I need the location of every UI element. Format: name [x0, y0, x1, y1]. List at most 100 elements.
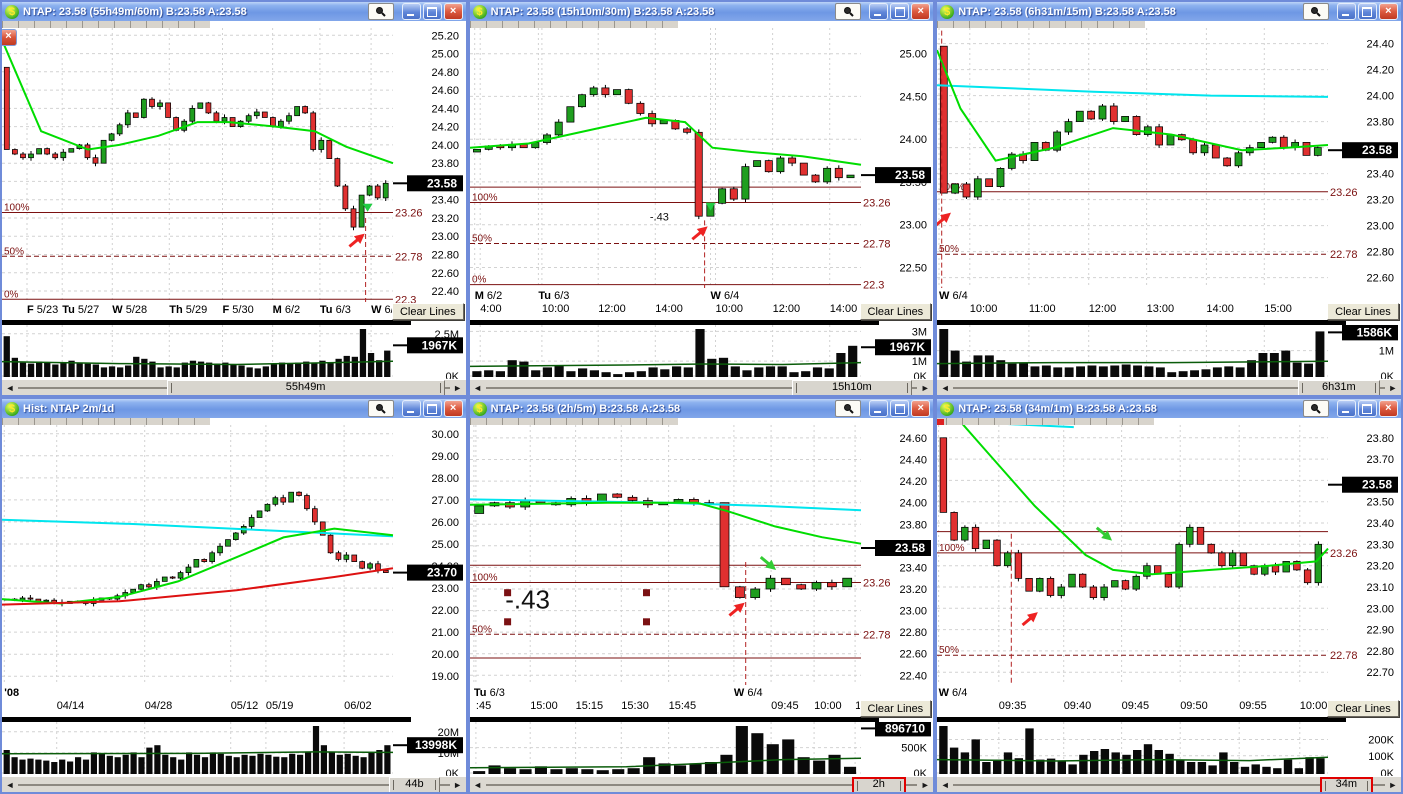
volume-pane[interactable]: 20M 10M 0K 13998K [1, 722, 466, 780]
scrollbar-thumb[interactable]: 2h [851, 777, 906, 792]
magnifier-button[interactable] [367, 3, 394, 20]
svg-text:23.20: 23.20 [1367, 561, 1395, 573]
chart-window-3: $ NTAP: 23.58 (6h31m/15m) B:23.58 A:23.5… [935, 0, 1403, 397]
svg-text:22.3: 22.3 [863, 280, 884, 292]
scroll-right-arrow-icon[interactable]: ► [449, 777, 466, 792]
scroll-right-arrow-icon[interactable]: ► [449, 380, 466, 395]
magnifier-button[interactable] [835, 3, 862, 20]
window-titlebar[interactable]: $ NTAP: 23.58 (15h10m/30m) B:23.58 A:23.… [469, 2, 934, 21]
scrollbar-thumb[interactable]: 44b [388, 777, 441, 792]
window-titlebar[interactable]: $ NTAP: 23.58 (34m/1m) B:23.58 A:23.58 × [937, 399, 1401, 418]
clear-lines-button[interactable]: Clear Lines [1327, 700, 1399, 717]
window-titlebar[interactable]: $ NTAP: 23.58 (2h/5m) B:23.58 A:23.58 × [469, 399, 934, 418]
window-title: Hist: NTAP 2m/1d [23, 402, 115, 415]
price-chart-area[interactable]: 100% 23.26 50% 22.78 0% 22.3 -.43 25.00 24.50 24.… [469, 28, 934, 320]
price-chart-area[interactable]: 100% 23.26 50% 22.78 0% 22.3 25.20 25.00 24.80 24… [1, 28, 466, 320]
time-scrollbar[interactable]: ◄ ► 34m [937, 776, 1401, 792]
window-titlebar[interactable]: $ NTAP: 23.58 (6h31m/15m) B:23.58 A:23.5… [937, 2, 1401, 21]
svg-text:-.43: -.43 [649, 211, 668, 223]
window-titlebar[interactable]: $ NTAP: 23.58 (55h49m/60m) B:23.58 A:23.… [2, 2, 466, 21]
volume-pane[interactable]: 2.5M 0K 1967K [1, 325, 466, 383]
close-button[interactable]: × [443, 3, 463, 20]
scroll-left-arrow-icon[interactable]: ◄ [469, 777, 486, 792]
scrollbar-thumb[interactable]: 15h10m [791, 380, 913, 395]
price-chart-svg[interactable]: 100% 23.26 50% 22.78 -.43 24.60 24.40 24.20 24.0… [469, 425, 933, 717]
scroll-left-arrow-icon[interactable]: ◄ [469, 380, 486, 395]
volume-pane[interactable]: 200K 100K 0K [937, 722, 1401, 780]
maximize-button[interactable] [890, 3, 910, 20]
volume-pane[interactable]: 1M 0K 1586K [937, 324, 1401, 383]
floating-close-button[interactable]: × [1, 29, 17, 46]
scrollbar-thumb[interactable]: 6h31m [1297, 380, 1380, 395]
price-chart-svg[interactable]: 100%23.2650%22.7823.8023.7023.6023.5023.… [937, 425, 1400, 717]
scrollbar-track[interactable] [953, 784, 1385, 786]
minimize-button[interactable] [869, 400, 889, 417]
magnifier-button[interactable] [1302, 3, 1329, 20]
time-scrollbar[interactable]: ◄ ► 55h49m [2, 379, 466, 395]
maximize-button[interactable] [890, 400, 910, 417]
svg-text:23.58: 23.58 [895, 168, 925, 182]
scroll-right-arrow-icon[interactable]: ► [1384, 777, 1401, 792]
magnifier-button[interactable] [367, 400, 394, 417]
scrollbar-track[interactable] [953, 387, 1385, 389]
maximize-button[interactable] [422, 400, 442, 417]
minimize-button[interactable] [401, 3, 421, 20]
volume-chart-svg[interactable]: 1M 0K 1586K [937, 324, 1400, 383]
scrollbar-track[interactable] [18, 784, 450, 786]
price-chart-svg[interactable]: 100%23.2650%22.7824.4024.2024.0023.8023.… [937, 28, 1400, 320]
maximize-button[interactable] [1357, 400, 1377, 417]
clear-lines-button[interactable]: Clear Lines [1327, 303, 1399, 320]
scrollbar-thumb[interactable]: 34m [1319, 777, 1374, 792]
scroll-right-arrow-icon[interactable]: ► [917, 380, 934, 395]
scroll-right-arrow-icon[interactable]: ► [917, 777, 934, 792]
price-chart-area[interactable]: 100%23.2650%22.7823.8023.7023.6023.5023.… [937, 425, 1401, 717]
time-scrollbar[interactable]: ◄ ► 2h [469, 776, 934, 792]
maximize-button[interactable] [1357, 3, 1377, 20]
time-scrollbar[interactable]: ◄ ► 44b [2, 776, 466, 792]
minimize-button[interactable] [869, 3, 889, 20]
volume-chart-svg[interactable]: 3M 1M 0K 1967K [469, 325, 933, 383]
maximize-icon [894, 6, 905, 17]
volume-pane[interactable]: 3M 1M 0K 1967K [469, 325, 934, 383]
minimize-icon [406, 411, 414, 413]
minimize-button[interactable] [1336, 400, 1356, 417]
time-scrollbar[interactable]: ◄ ► 15h10m [469, 379, 934, 395]
close-button[interactable]: × [1378, 3, 1398, 20]
time-scrollbar[interactable]: ◄ ► 6h31m [937, 379, 1401, 395]
scroll-left-arrow-icon[interactable]: ◄ [937, 777, 954, 792]
price-chart-svg[interactable]: 100% 23.26 50% 22.78 0% 22.3 -.43 25.00 24.50 24.… [469, 28, 933, 320]
magnifier-button[interactable] [1302, 400, 1329, 417]
close-button[interactable]: × [443, 400, 463, 417]
scrollbar-track[interactable] [485, 387, 918, 389]
window-titlebar[interactable]: $ Hist: NTAP 2m/1d × [2, 399, 466, 418]
minimize-button[interactable] [401, 400, 421, 417]
svg-text:23.58: 23.58 [895, 541, 925, 555]
maximize-button[interactable] [422, 3, 442, 20]
clear-lines-button[interactable]: Clear Lines [391, 303, 464, 320]
price-chart-area[interactable]: 100%23.2650%22.7824.4024.2024.0023.8023.… [937, 28, 1401, 320]
price-chart-svg[interactable]: 30.0029.0028.0027.0026.0025.0024.0023.00… [2, 425, 465, 717]
svg-text:10:00: 10:00 [814, 700, 842, 712]
close-button[interactable]: × [911, 3, 931, 20]
volume-chart-svg[interactable]: 200K 100K 0K [937, 722, 1400, 780]
volume-chart-svg[interactable]: 500K 0K 896710 [469, 720, 933, 780]
scroll-right-arrow-icon[interactable]: ► [1384, 380, 1401, 395]
magnifier-button[interactable] [835, 400, 862, 417]
close-button[interactable]: × [911, 400, 931, 417]
price-chart-area[interactable]: 100% 23.26 50% 22.78 -.43 24.60 24.40 24.20 24.0… [469, 425, 934, 717]
clear-lines-button[interactable]: Clear Lines [859, 700, 932, 717]
volume-pane[interactable]: 500K 0K 896710 [469, 720, 934, 780]
scrollbar-thumb[interactable]: 55h49m [166, 380, 445, 395]
scroll-left-arrow-icon[interactable]: ◄ [2, 777, 18, 792]
svg-text:24.40: 24.40 [431, 103, 459, 115]
scroll-left-arrow-icon[interactable]: ◄ [937, 380, 954, 395]
close-button[interactable]: × [1378, 400, 1398, 417]
price-chart-area[interactable]: 30.0029.0028.0027.0026.0025.0024.0023.00… [2, 425, 466, 717]
scrollbar-track[interactable] [485, 784, 918, 786]
clear-lines-button[interactable]: Clear Lines [859, 303, 932, 320]
scroll-left-arrow-icon[interactable]: ◄ [2, 380, 18, 395]
minimize-button[interactable] [1336, 3, 1356, 20]
